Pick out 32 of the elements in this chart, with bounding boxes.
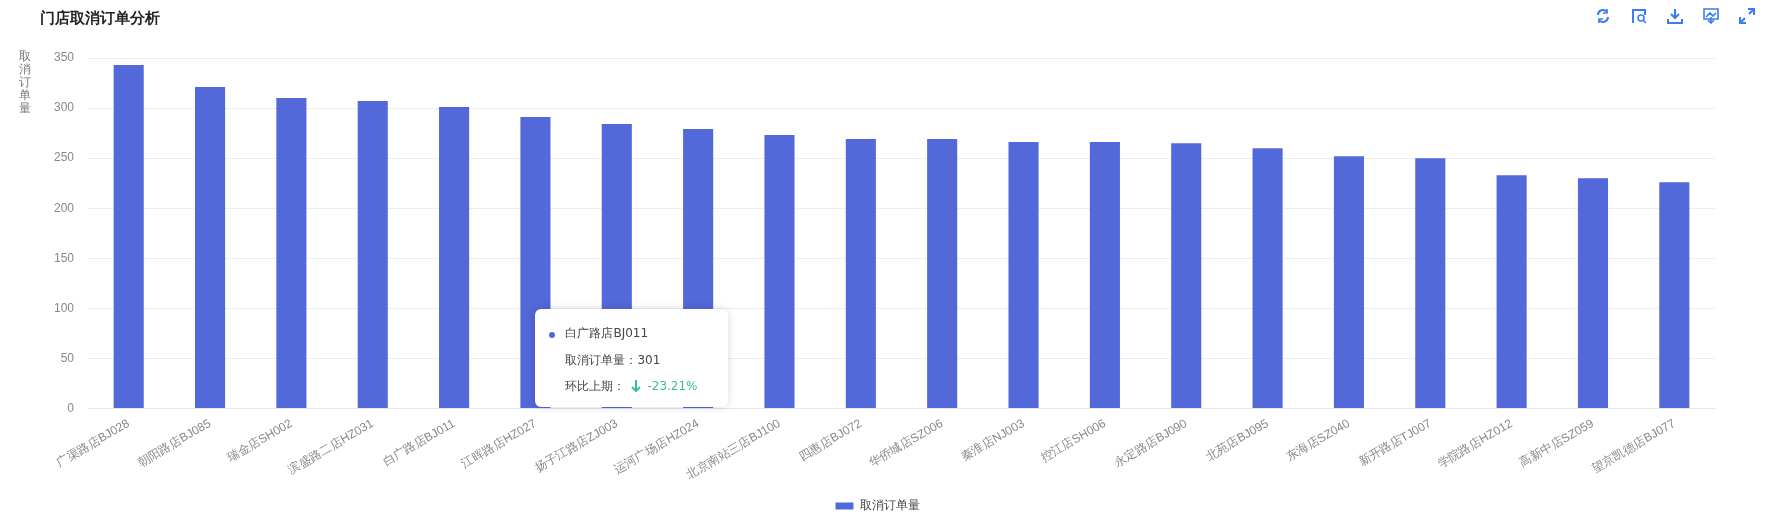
bar [1415, 158, 1446, 409]
annotation: -23.21% [647, 378, 698, 393]
chart-title: 门店取消订单分析 [40, 8, 160, 27]
y-tick-label: 250 [53, 150, 75, 165]
y-tick-label: 300 [53, 100, 75, 115]
bar [1171, 143, 1202, 409]
bar [1008, 142, 1039, 409]
annotation: 白广路店BJ011 [565, 324, 650, 342]
y-tick-label: 350 [53, 50, 75, 65]
bar [1659, 182, 1690, 409]
y-tick-label: 50 [60, 350, 75, 365]
y-tick-label: 0 [67, 400, 75, 415]
bar [764, 135, 795, 409]
bar [1577, 178, 1609, 409]
bar [357, 101, 388, 409]
bar [276, 98, 307, 409]
bar [1089, 142, 1120, 409]
y-tick-label: 150 [53, 250, 75, 265]
y-tick-label: 100 [53, 300, 75, 315]
y-axis-title: 取消订单量 [18, 49, 32, 115]
y-tick-label: 200 [53, 200, 75, 215]
bar [845, 139, 876, 409]
bar [1252, 148, 1283, 409]
bar [439, 107, 470, 409]
bar [113, 65, 144, 409]
bar [927, 139, 958, 409]
annotation: 取消订单量：301 [565, 351, 662, 369]
bar [1333, 156, 1364, 409]
bar [195, 87, 226, 409]
bar [1496, 175, 1527, 409]
annotation: 环比上期： [565, 378, 626, 393]
legend-label: 取消订单量 [859, 498, 920, 513]
